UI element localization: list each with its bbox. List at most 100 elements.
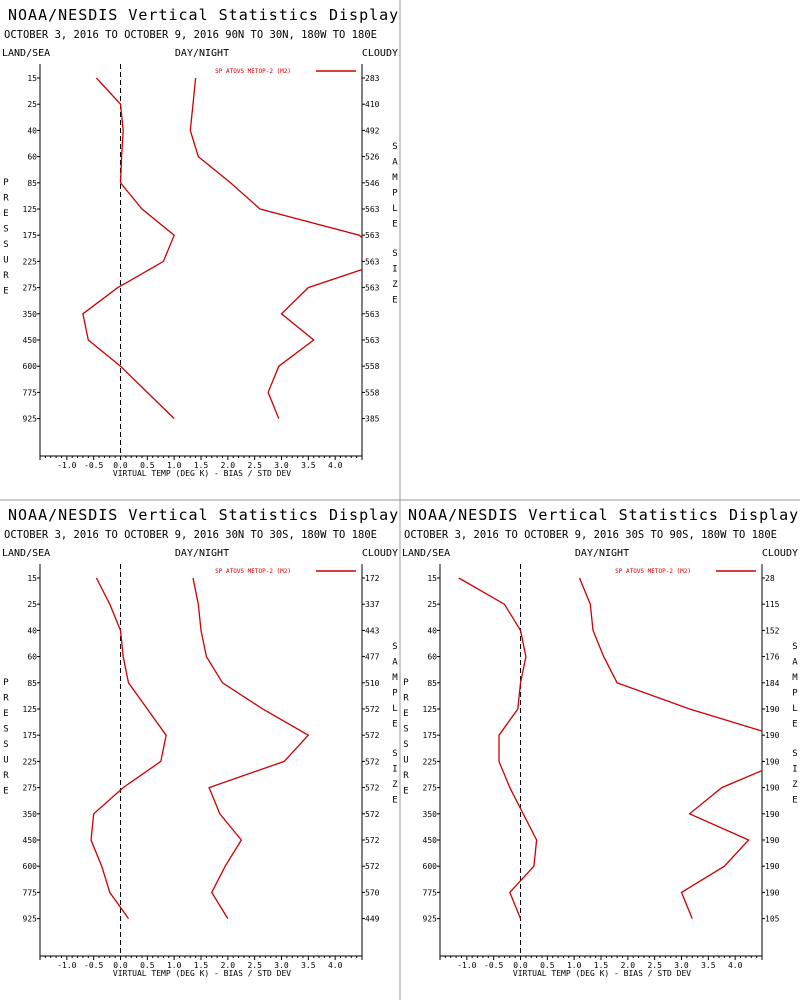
- y-axis-right-title-letter: Z: [792, 780, 798, 790]
- y-axis-right-title-letter: Z: [392, 280, 398, 290]
- y-axis-title-letter: S: [403, 725, 408, 735]
- y-axis-right-title-letter: I: [392, 764, 397, 774]
- y-axis-title-letter: S: [3, 740, 8, 750]
- stddev-series-line: [192, 577, 310, 919]
- sample-size-label: 563: [365, 284, 380, 293]
- pressure-level-label: 225: [423, 757, 438, 766]
- header-land-sea: LAND/SEA: [2, 48, 50, 59]
- x-tick-label: -0.5: [84, 461, 103, 470]
- bias-series-line: [458, 577, 538, 919]
- y-axis-title-letter: U: [3, 256, 8, 266]
- x-tick-label: 2.5: [247, 961, 262, 970]
- pressure-level-label: 275: [23, 284, 38, 293]
- x-tick-label: 1.0: [567, 961, 582, 970]
- pressure-level-label: 60: [427, 653, 437, 662]
- y-axis-title-letter: R: [403, 694, 409, 704]
- pressure-level-label: 925: [423, 915, 438, 924]
- pressure-level-label: 925: [23, 915, 38, 924]
- x-tick-label: 1.5: [594, 961, 609, 970]
- sample-size-label: 172: [365, 574, 380, 583]
- sample-size-label: 572: [365, 862, 380, 871]
- x-tick-label: -0.5: [84, 961, 103, 970]
- y-axis-right-title-letter: E: [792, 795, 797, 805]
- x-tick-label: 3.5: [301, 961, 316, 970]
- sample-size-label: 28: [765, 574, 775, 583]
- sample-size-label: 449: [365, 915, 380, 924]
- x-tick-label: 0.5: [540, 961, 555, 970]
- chart-subtitle: OCTOBER 3, 2016 TO OCTOBER 9, 2016 90N T…: [4, 29, 377, 41]
- sample-size-label: 337: [365, 600, 380, 609]
- sample-size-label: 492: [365, 126, 380, 135]
- y-axis-right-title-letter: L: [392, 204, 397, 214]
- y-axis-right-title-letter: E: [392, 220, 397, 230]
- pressure-level-label: 25: [427, 600, 437, 609]
- y-axis-right-title-letter: L: [792, 704, 797, 714]
- pressure-level-label: 175: [423, 731, 438, 740]
- y-axis-right-title-letter: P: [392, 189, 398, 199]
- pressure-level-label: 350: [23, 310, 38, 319]
- sample-size-label: 115: [765, 600, 780, 609]
- sample-size-label: 510: [365, 679, 380, 688]
- pressure-level-label: 25: [27, 100, 37, 109]
- x-tick-label: 1.5: [194, 461, 209, 470]
- x-tick-label: 3.0: [674, 961, 689, 970]
- header-cloudy: CLOUDY: [362, 48, 398, 59]
- x-tick-label: 4.0: [728, 961, 743, 970]
- x-tick-label: -1.0: [57, 461, 76, 470]
- stddev-series-line: [189, 77, 362, 419]
- sample-size-label: 526: [365, 153, 380, 162]
- pressure-level-label: 775: [423, 888, 438, 897]
- sample-size-label: 563: [365, 257, 380, 266]
- y-axis-right-title-letter: S: [392, 749, 397, 759]
- x-tick-label: -1.0: [457, 961, 476, 970]
- y-axis-title-letter: R: [3, 271, 9, 281]
- x-tick-label: 1.5: [194, 961, 209, 970]
- sample-size-label: 572: [365, 705, 380, 714]
- chart-panel-1: NOAA/NESDIS Vertical Statistics Display O…: [2, 6, 398, 478]
- y-axis-title-letter: E: [3, 209, 8, 219]
- y-axis-right-title-letter: S: [792, 642, 797, 652]
- sample-size-label: 283: [365, 74, 380, 83]
- pressure-level-label: 925: [23, 415, 38, 424]
- sample-size-label: 570: [365, 888, 380, 897]
- y-axis-right-title-letter: I: [792, 764, 797, 774]
- legend-label: SP ATOVS METOP-2 (M2): [615, 568, 691, 575]
- y-axis-right-title-letter: M: [392, 673, 398, 683]
- y-axis-title-letter: S: [3, 240, 8, 250]
- x-tick-label: 0.5: [140, 961, 155, 970]
- y-axis-right-title-letter: E: [392, 795, 397, 805]
- x-tick-label: 0.0: [113, 461, 128, 470]
- y-axis-right-title-letter: P: [392, 689, 398, 699]
- sample-size-label: 443: [365, 626, 380, 635]
- x-tick-label: 3.5: [301, 461, 316, 470]
- y-axis-right-title-letter: A: [392, 658, 398, 668]
- y-axis-right-title-letter: Z: [392, 780, 398, 790]
- sample-size-label: 190: [765, 836, 780, 845]
- pressure-level-label: 775: [23, 388, 38, 397]
- sample-size-label: 572: [365, 757, 380, 766]
- header-land-sea: LAND/SEA: [2, 548, 50, 559]
- sample-size-label: 563: [365, 205, 380, 214]
- pressure-level-label: 85: [27, 179, 37, 188]
- pressure-level-label: 225: [23, 257, 38, 266]
- y-axis-title-letter: E: [3, 787, 8, 797]
- y-axis-title-letter: P: [3, 178, 9, 188]
- y-axis-right-title-letter: A: [792, 658, 798, 668]
- y-axis-right-title-letter: P: [792, 689, 798, 699]
- sample-size-label: 190: [765, 705, 780, 714]
- sample-size-label: 190: [765, 810, 780, 819]
- pressure-level-label: 125: [23, 705, 38, 714]
- bias-series-line: [82, 77, 175, 420]
- pressure-level-label: 350: [23, 810, 38, 819]
- pressure-level-label: 15: [27, 74, 37, 83]
- x-axis-title: VIRTUAL TEMP (DEG K) - BIAS / STD DEV: [113, 969, 291, 978]
- sample-size-label: 558: [365, 388, 380, 397]
- sample-size-label: 563: [365, 310, 380, 319]
- sample-size-label: 152: [765, 626, 780, 635]
- pressure-level-label: 60: [27, 153, 37, 162]
- pressure-level-label: 125: [23, 205, 38, 214]
- pressure-level-label: 450: [23, 336, 38, 345]
- pressure-level-label: 25: [27, 600, 37, 609]
- bias-series-line: [90, 577, 167, 919]
- x-axis-title: VIRTUAL TEMP (DEG K) - BIAS / STD DEV: [113, 469, 291, 478]
